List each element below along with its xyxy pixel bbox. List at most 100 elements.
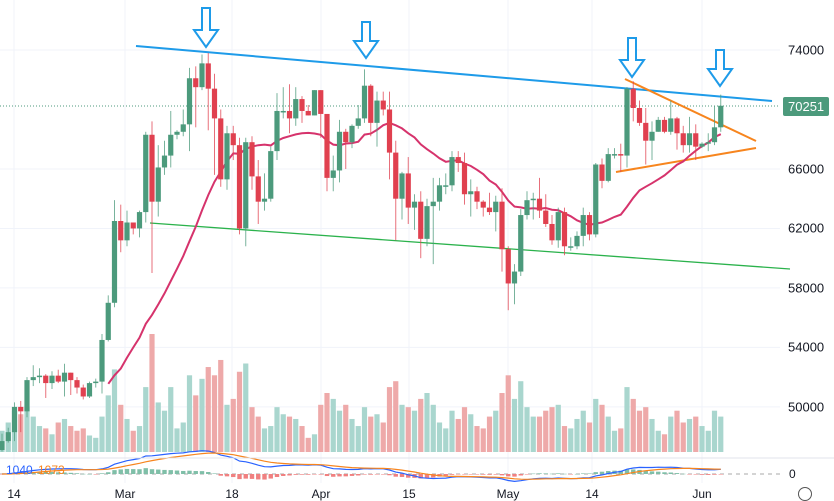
candle[interactable]: [180, 109, 186, 137]
candle[interactable]: [493, 195, 499, 232]
candle[interactable]: [574, 231, 580, 250]
candle[interactable]: [305, 105, 311, 116]
candle[interactable]: [249, 136, 255, 190]
candle[interactable]: [168, 110, 174, 168]
candle[interactable]: [11, 402, 18, 442]
candle[interactable]: [430, 177, 436, 265]
candle[interactable]: [261, 173, 268, 211]
candle[interactable]: [593, 163, 599, 238]
candle[interactable]: [686, 116, 693, 153]
candle[interactable]: [43, 374, 49, 398]
candle[interactable]: [30, 365, 36, 387]
candle[interactable]: [324, 113, 330, 192]
candle[interactable]: [293, 87, 299, 126]
candle[interactable]: [468, 179, 474, 217]
candle[interactable]: [499, 188, 505, 272]
candle[interactable]: [149, 121, 155, 274]
candle[interactable]: [68, 372, 74, 395]
candle[interactable]: [280, 87, 286, 119]
candle[interactable]: [86, 381, 93, 398]
candle[interactable]: [630, 81, 636, 122]
candle[interactable]: [680, 125, 686, 153]
candle[interactable]: [274, 93, 280, 161]
candle[interactable]: [486, 192, 493, 216]
candle[interactable]: [549, 215, 555, 245]
candle[interactable]: [624, 87, 630, 168]
candle[interactable]: [568, 237, 574, 251]
candle[interactable]: [355, 105, 361, 129]
candle[interactable]: [386, 91, 393, 180]
settings-icon[interactable]: [798, 487, 812, 501]
candle[interactable]: [580, 207, 586, 247]
resistance-trendline[interactable]: [135, 45, 773, 102]
candle[interactable]: [530, 192, 536, 220]
candle[interactable]: [718, 94, 724, 132]
candle[interactable]: [605, 148, 611, 183]
candle[interactable]: [393, 140, 399, 241]
candle[interactable]: [124, 210, 130, 247]
triangle-upper-line[interactable]: [624, 78, 757, 142]
candle[interactable]: [424, 198, 430, 247]
candle[interactable]: [368, 84, 374, 137]
candle[interactable]: [618, 143, 624, 172]
candle[interactable]: [311, 90, 318, 116]
candle[interactable]: [136, 210, 143, 238]
candle[interactable]: [699, 142, 705, 149]
candle[interactable]: [80, 384, 86, 400]
candle[interactable]: [105, 295, 111, 342]
candle[interactable]: [649, 121, 655, 161]
candle[interactable]: [561, 207, 568, 256]
candle[interactable]: [0, 433, 5, 452]
candle[interactable]: [705, 133, 711, 152]
candle[interactable]: [255, 160, 261, 224]
candle[interactable]: [243, 137, 249, 247]
candle[interactable]: [224, 125, 230, 190]
candle[interactable]: [268, 146, 274, 202]
candle[interactable]: [449, 151, 455, 192]
candle[interactable]: [349, 124, 355, 149]
candle[interactable]: [455, 151, 461, 172]
candle[interactable]: [711, 106, 718, 146]
candle[interactable]: [505, 246, 511, 311]
candle[interactable]: [111, 200, 118, 308]
candle[interactable]: [443, 173, 449, 195]
candle[interactable]: [230, 125, 236, 161]
candle[interactable]: [361, 69, 368, 123]
candle[interactable]: [674, 116, 680, 150]
candle[interactable]: [511, 264, 518, 305]
candle[interactable]: [330, 155, 336, 192]
candle[interactable]: [24, 377, 30, 418]
candle[interactable]: [536, 177, 543, 219]
candle[interactable]: [155, 145, 161, 217]
candle[interactable]: [205, 52, 211, 131]
candle[interactable]: [5, 427, 11, 443]
candle[interactable]: [655, 116, 661, 132]
candle[interactable]: [436, 177, 443, 211]
candle[interactable]: [299, 96, 305, 123]
candle[interactable]: [380, 91, 386, 116]
candle[interactable]: [636, 100, 643, 126]
candle[interactable]: [374, 91, 380, 147]
candle[interactable]: [199, 54, 205, 91]
candle[interactable]: [99, 334, 105, 394]
candle[interactable]: [543, 194, 549, 227]
candle[interactable]: [405, 157, 411, 224]
candle[interactable]: [36, 368, 43, 384]
candle[interactable]: [318, 90, 324, 138]
candle[interactable]: [461, 152, 468, 205]
candle[interactable]: [555, 207, 561, 248]
candle[interactable]: [161, 140, 168, 175]
candle[interactable]: [418, 191, 424, 259]
candle[interactable]: [49, 371, 55, 390]
candle[interactable]: [74, 377, 80, 394]
candle[interactable]: [599, 158, 605, 189]
candle[interactable]: [186, 67, 193, 152]
candle[interactable]: [611, 148, 618, 159]
candle[interactable]: [343, 128, 349, 169]
candle[interactable]: [518, 209, 524, 277]
candle[interactable]: [286, 84, 293, 134]
candle[interactable]: [211, 73, 218, 175]
candle[interactable]: [411, 194, 418, 230]
candle[interactable]: [93, 378, 99, 388]
